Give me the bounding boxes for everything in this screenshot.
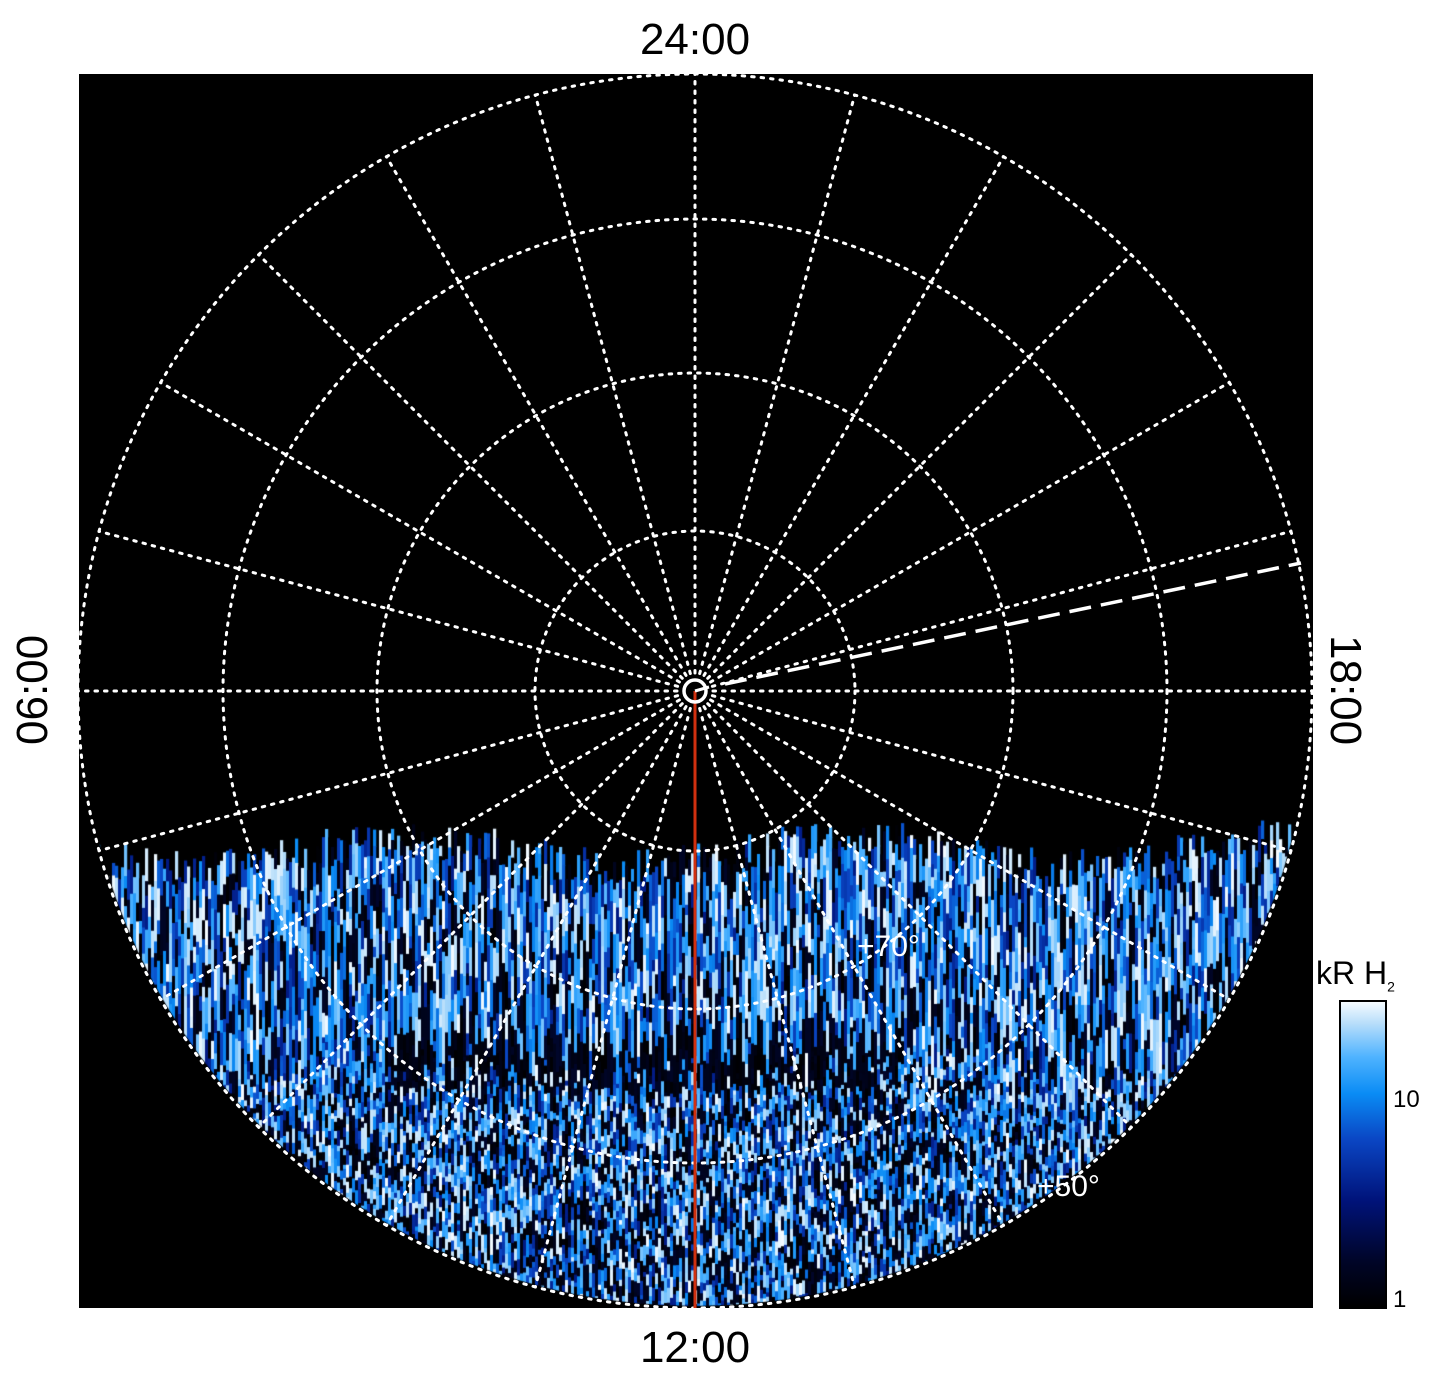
local-time-spoke bbox=[159, 381, 681, 684]
colorbar-title-subscript: 2 bbox=[1387, 978, 1395, 995]
ring-label-70: +70° bbox=[857, 930, 920, 963]
local-time-spoke bbox=[533, 93, 692, 676]
local-time-spoke bbox=[709, 698, 1231, 1001]
local-time-spoke bbox=[159, 698, 681, 1001]
local-time-spoke bbox=[97, 529, 680, 688]
colorbar bbox=[1339, 1000, 1387, 1309]
local-time-label-18: 18:00 bbox=[1321, 635, 1370, 746]
local-time-spoke bbox=[709, 381, 1231, 684]
pole-marker-tick bbox=[694, 685, 710, 693]
dashed-direction-line bbox=[724, 561, 1302, 686]
colorbar-title: kR H2 bbox=[1316, 955, 1395, 994]
local-time-spoke bbox=[385, 155, 688, 677]
local-time-label-12: 12:00 bbox=[639, 1323, 751, 1372]
local-time-spoke bbox=[698, 706, 857, 1289]
polar-grid: +70° +50° bbox=[79, 74, 1313, 1308]
colorbar-tick-1: 1 bbox=[1393, 1286, 1407, 1313]
polar-map-panel: +70° +50° bbox=[79, 74, 1313, 1308]
local-time-spoke bbox=[702, 155, 1005, 677]
local-time-label-24: 24:00 bbox=[639, 15, 751, 64]
latitude-ring-70 bbox=[375, 371, 1015, 1011]
local-time-spoke bbox=[710, 694, 1293, 853]
local-time-spoke bbox=[706, 253, 1133, 680]
colorbar-tick-10: 10 bbox=[1393, 1086, 1420, 1113]
colorbar-title-text: kR H bbox=[1316, 955, 1388, 991]
local-time-spoke bbox=[710, 529, 1293, 688]
ring-label-50: +50° bbox=[1037, 1170, 1100, 1203]
local-time-spoke bbox=[257, 702, 684, 1129]
local-time-spoke bbox=[97, 694, 680, 853]
local-time-spoke bbox=[698, 93, 857, 676]
pole-marker bbox=[682, 678, 708, 704]
local-time-label-06: 06:00 bbox=[8, 634, 57, 745]
